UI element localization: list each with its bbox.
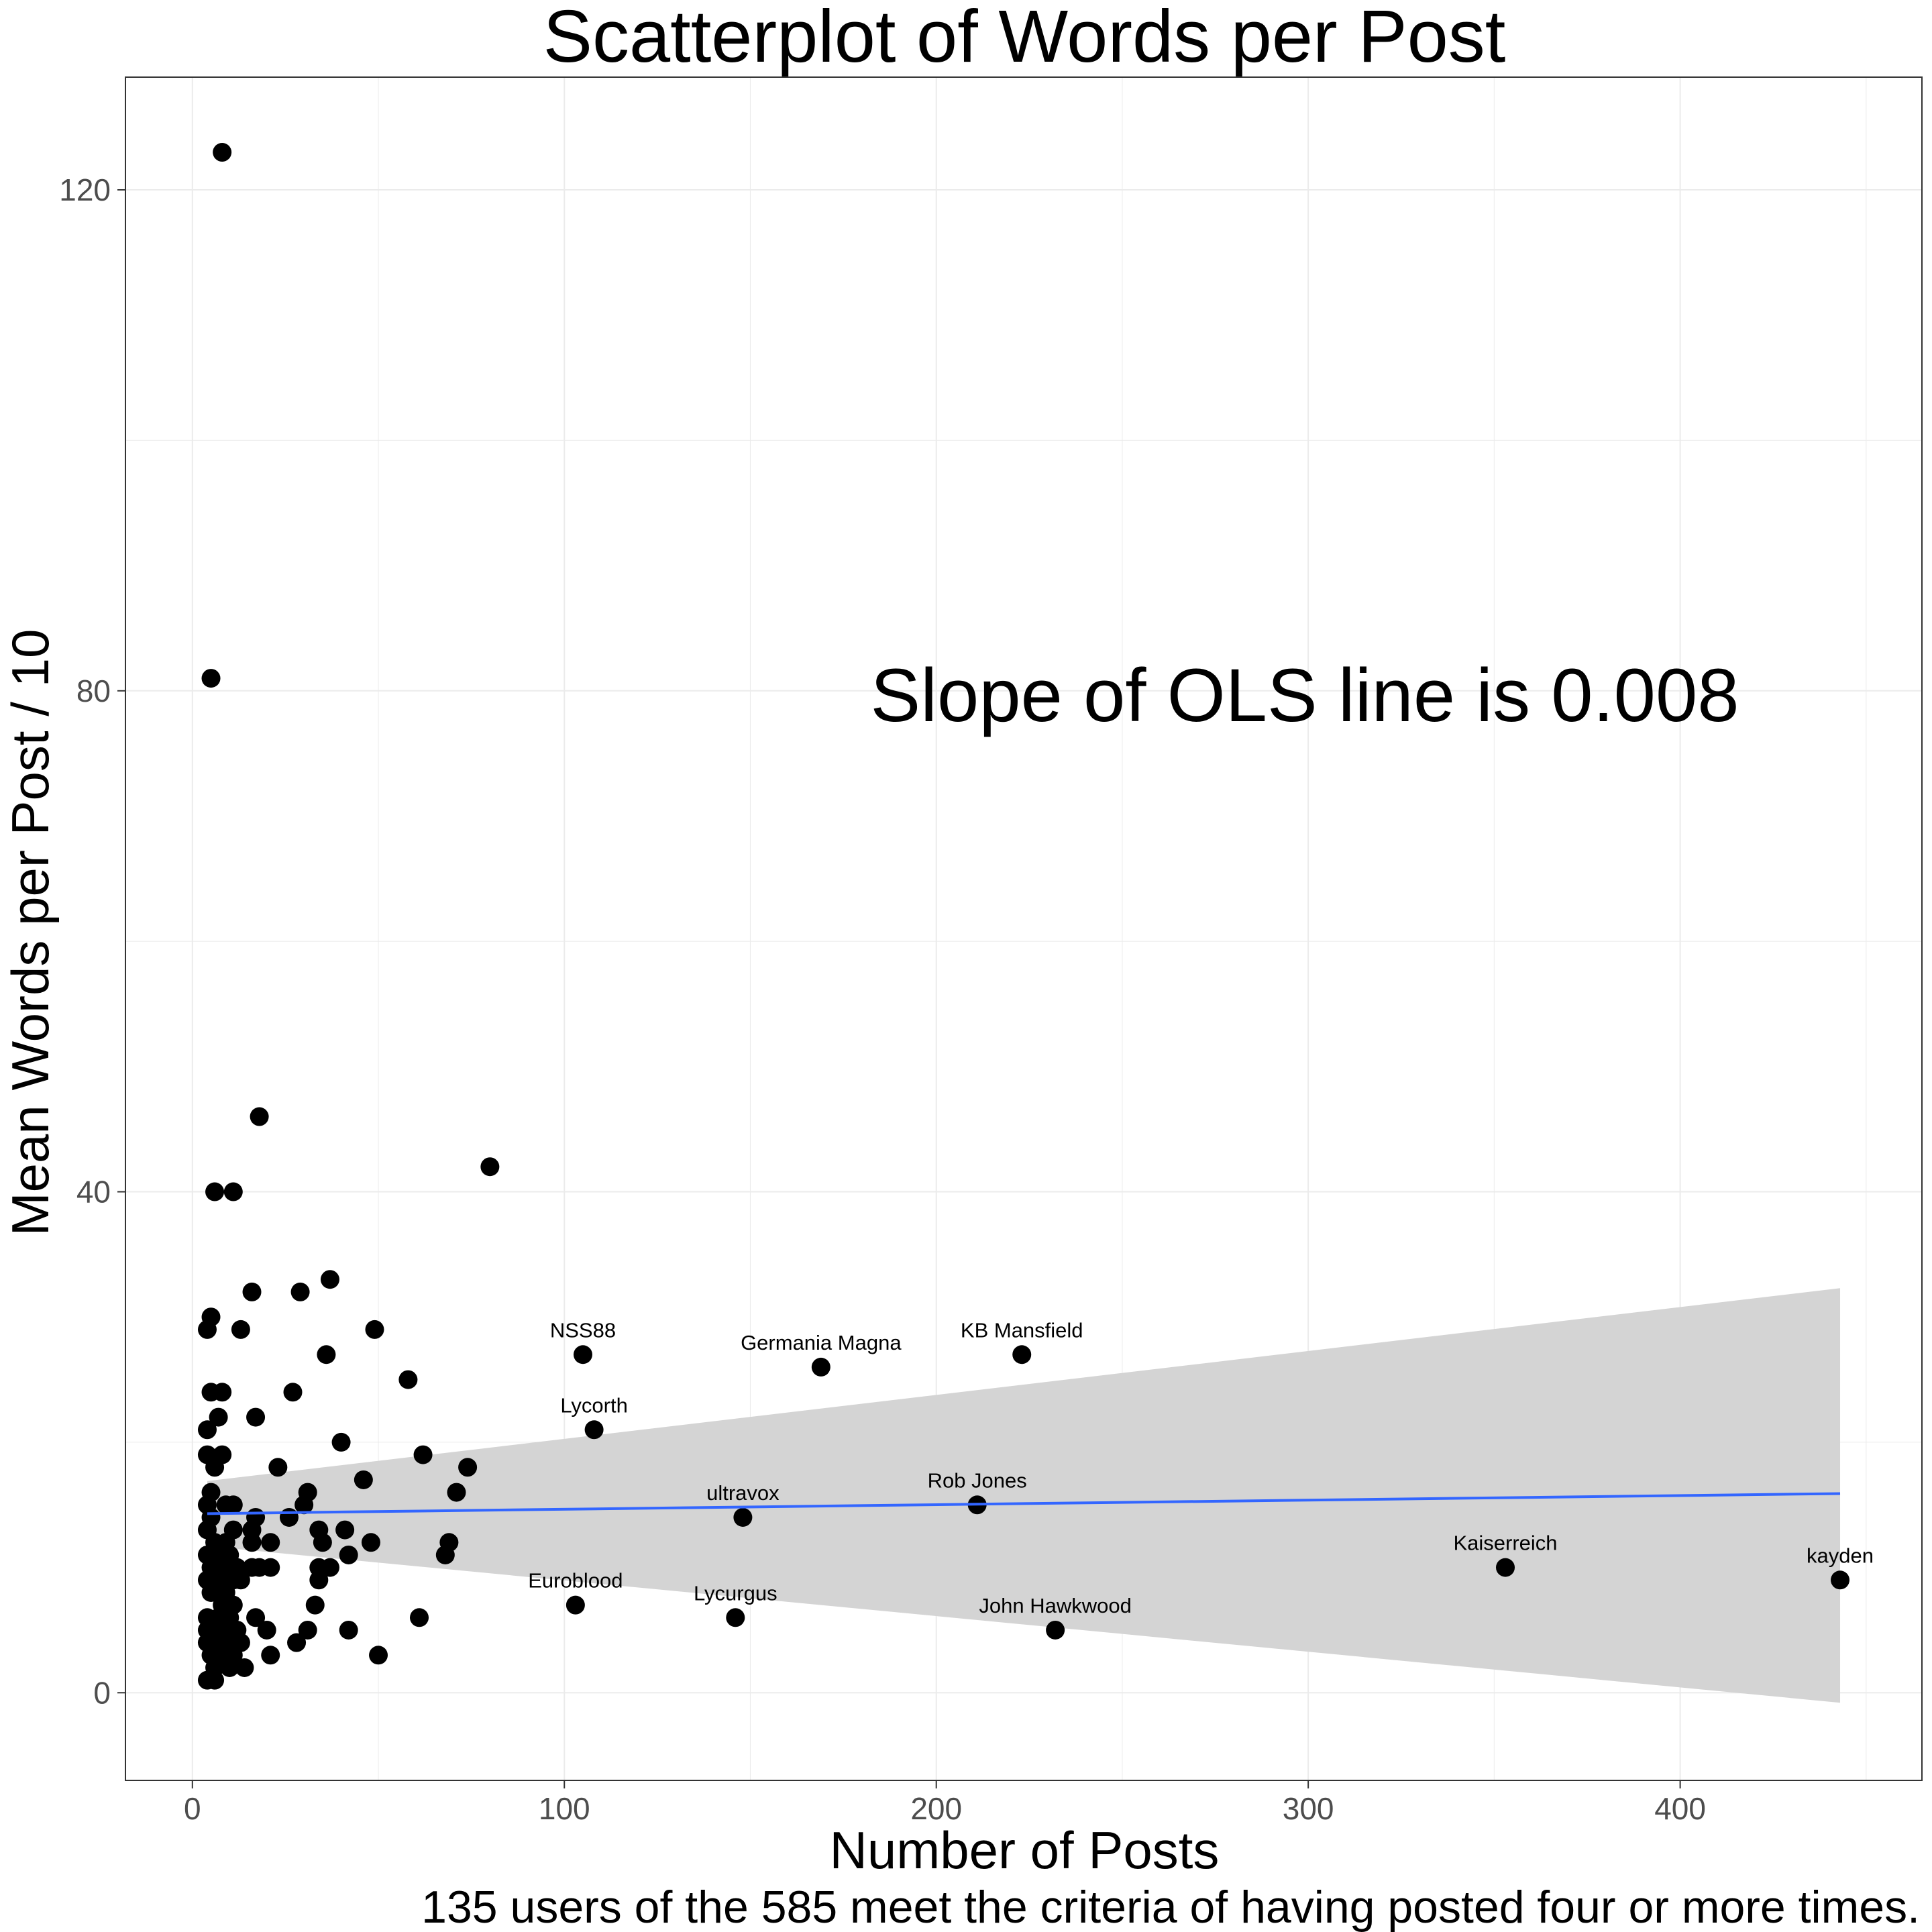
labeled-data-point (1012, 1345, 1032, 1364)
data-point (294, 1495, 314, 1515)
confidence-band (207, 1288, 1841, 1703)
data-point (242, 1282, 262, 1301)
data-point (339, 1545, 358, 1564)
data-point (480, 1157, 500, 1177)
data-point (369, 1646, 388, 1665)
data-point (354, 1470, 373, 1489)
labeled-data-point (1496, 1558, 1515, 1577)
labeled-data-point (726, 1608, 745, 1627)
data-point (361, 1533, 380, 1552)
x-tick-label: 200 (910, 1791, 962, 1826)
slope-annotation: Slope of OLS line is 0.008 (870, 653, 1739, 737)
data-point (250, 1107, 269, 1126)
point-label: Germania Magna (741, 1331, 902, 1354)
chart-title: Scatterplot of Words per Post (543, 0, 1506, 78)
labeled-data-point (733, 1507, 753, 1527)
data-point (290, 1282, 310, 1301)
confidence-band-layer (207, 1288, 1841, 1703)
data-point (320, 1558, 339, 1577)
data-point (261, 1558, 280, 1577)
data-point (235, 1658, 254, 1677)
points-layer (197, 143, 1850, 1690)
point-label: Euroblood (528, 1569, 623, 1593)
data-point (231, 1570, 250, 1590)
data-point (213, 143, 232, 162)
data-point (331, 1432, 351, 1452)
x-tick-label: 300 (1283, 1791, 1334, 1826)
labeled-data-point (1831, 1570, 1850, 1590)
data-point (365, 1320, 384, 1339)
data-point (261, 1533, 280, 1552)
data-point (205, 1458, 225, 1477)
data-point (309, 1570, 329, 1590)
data-point (246, 1407, 266, 1427)
point-label: NSS88 (550, 1318, 616, 1342)
point-label: Rob Jones (928, 1468, 1027, 1492)
data-point (339, 1620, 358, 1640)
data-point (335, 1520, 355, 1540)
x-axis-ticks: 0 100 200 300 400 (184, 1780, 1706, 1826)
data-point (231, 1320, 250, 1339)
y-tick-label: 40 (76, 1175, 111, 1210)
data-point (410, 1608, 429, 1627)
data-point (287, 1633, 307, 1652)
labeled-data-point (573, 1345, 592, 1364)
data-point (246, 1608, 266, 1627)
labeled-data-point (584, 1420, 604, 1440)
point-label: ultravox (706, 1481, 780, 1505)
data-point (197, 1420, 217, 1440)
point-label: Lycorth (560, 1393, 628, 1417)
data-point (435, 1545, 455, 1564)
plot-panel-border (125, 76, 1923, 1781)
labeled-data-point (1046, 1620, 1065, 1640)
point-label: Lycurgus (694, 1581, 777, 1605)
x-tick-label: 400 (1654, 1791, 1706, 1826)
data-point (268, 1458, 288, 1477)
ols-fit-line (207, 1492, 1841, 1515)
data-point (213, 1383, 232, 1402)
data-point (261, 1646, 280, 1665)
x-axis-title: Number of Posts (830, 1821, 1220, 1880)
y-tick-label: 120 (59, 172, 111, 207)
data-point (205, 1182, 225, 1201)
data-point (320, 1270, 339, 1289)
y-axis-title: Mean Words per Post / 10 (1, 629, 60, 1236)
data-point (305, 1595, 325, 1615)
point-label: kayden (1807, 1544, 1874, 1567)
data-point (317, 1345, 336, 1364)
labeled-data-point (811, 1357, 830, 1377)
point-label: Kaiserreich (1453, 1532, 1557, 1555)
x-tick-label: 100 (539, 1791, 590, 1826)
data-point (447, 1483, 466, 1502)
data-point (257, 1620, 276, 1640)
y-tick-label: 0 (93, 1675, 111, 1710)
data-point (279, 1507, 299, 1527)
data-point (283, 1383, 303, 1402)
data-point (197, 1320, 217, 1339)
data-point (398, 1370, 418, 1389)
data-point (298, 1620, 317, 1640)
data-point (220, 1658, 239, 1677)
labeled-data-point (566, 1595, 585, 1615)
chart-caption: 135 users of the 585 meet the criteria o… (421, 1882, 1920, 1932)
data-point (413, 1445, 433, 1464)
x-tick-label: 0 (184, 1791, 201, 1826)
y-tick-label: 80 (76, 674, 111, 708)
data-point (205, 1670, 225, 1690)
point-label: KB Mansfield (961, 1318, 1083, 1342)
data-point (223, 1495, 243, 1515)
data-point (209, 1407, 228, 1427)
data-point (313, 1533, 332, 1552)
data-point (458, 1458, 478, 1477)
data-point (223, 1182, 243, 1201)
point-label: John Hawkwood (979, 1594, 1131, 1617)
data-point (242, 1533, 262, 1552)
point-labels-layer: NSS88 Germania Magna KB Mansfield Lycorth ul… (528, 1318, 1874, 1617)
y-axis-ticks: 0 40 80 120 (59, 172, 125, 1710)
data-point (201, 1582, 221, 1602)
data-point (201, 669, 221, 688)
